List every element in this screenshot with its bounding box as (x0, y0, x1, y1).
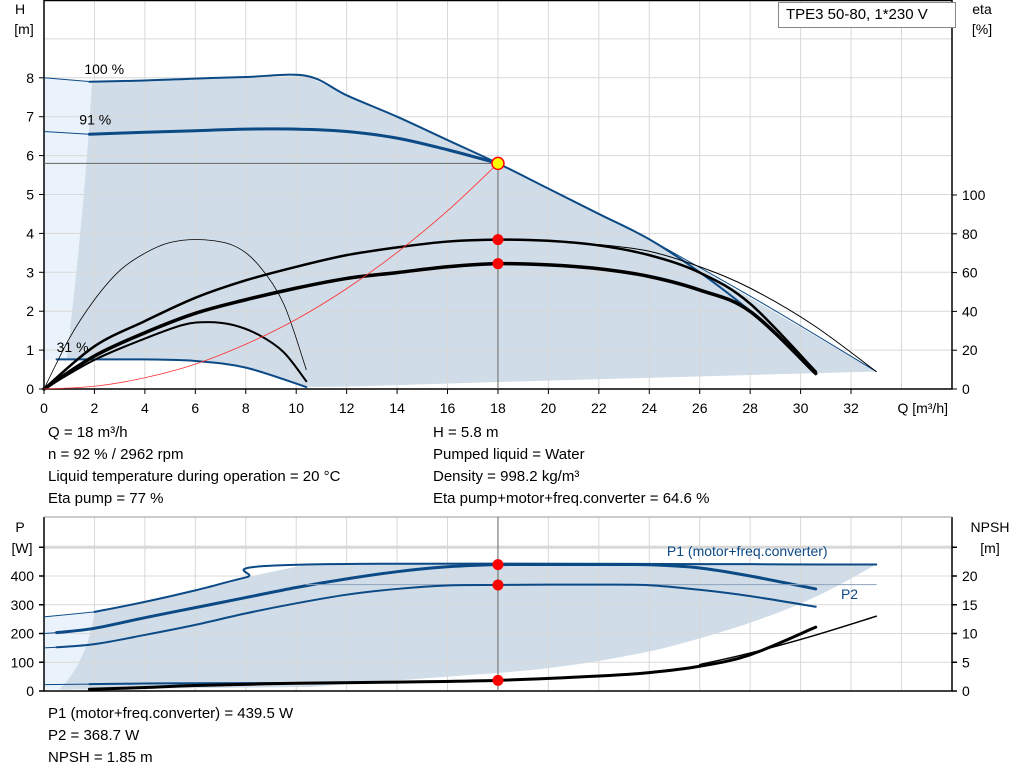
info-temperature: Liquid temperature during operation = 20… (48, 468, 341, 485)
info-p1: P1 (motor+freq.converter) = 439.5 W (48, 705, 294, 722)
eta-total-curve (42, 261, 818, 391)
x-tick-label: 30 (793, 400, 809, 416)
x-tick-label: 6 (191, 400, 199, 416)
y-tick-label: 6 (26, 148, 34, 164)
y-tick-label: 7 (26, 109, 34, 125)
y-tick-label: 2 (26, 303, 34, 319)
head-info-left: Q = 18 m³/h n = 92 % / 2962 rpm Liquid t… (48, 422, 340, 510)
info-p2: P2 = 368.7 W (48, 727, 140, 744)
p-tick-label: 100 (11, 654, 35, 670)
speed-label: 91 % (79, 111, 111, 127)
x-tick-label: 20 (541, 400, 557, 416)
y2-tick-label: 0 (962, 381, 970, 397)
system-curve-curve (43, 162, 499, 390)
x-tick-label: 4 (141, 400, 149, 416)
head-91-curve (87, 127, 500, 165)
npsh-tick-label: 10 (962, 626, 978, 642)
y-tick-label: 4 (26, 225, 34, 241)
info-density: Density = 998.2 kg/m³ (433, 468, 580, 485)
y2-tick-label: 40 (962, 303, 978, 319)
p-tick-label: 300 (11, 597, 35, 613)
npsh-tick-label: 0 (962, 683, 970, 699)
y2-axis-label: eta (972, 1, 992, 17)
y-tick-label: 3 (26, 264, 34, 280)
info-eta-pump: Eta pump = 77 % (48, 490, 164, 507)
info-eta-total: Eta pump+motor+freq.converter = 64.6 % (433, 490, 710, 507)
x-tick-label: 24 (641, 400, 657, 416)
p-axis-label: P (15, 519, 24, 535)
npsh-axis-unit: [m] (980, 540, 999, 556)
info-npsh: NPSH = 1.85 m (48, 749, 153, 766)
npsh-curve (87, 625, 818, 691)
y-axis-unit: [m] (14, 21, 33, 37)
info-liquid: Pumped liquid = Water (433, 446, 585, 463)
npsh-tick-label: 5 (962, 654, 970, 670)
y2-tick-label: 100 (962, 187, 986, 203)
y-axis-label: H (15, 1, 25, 17)
head-100-ext-curve (648, 238, 877, 372)
p1-marker (492, 559, 504, 571)
p-tick-label: 0 (26, 683, 34, 699)
info-flow: Q = 18 m³/h (48, 424, 128, 441)
pump-title: TPE3 50-80, 1*230 V (786, 6, 928, 23)
y-tick-label: 5 (26, 187, 34, 203)
y2-tick-label: 80 (962, 226, 978, 242)
x-tick-label: 26 (692, 400, 708, 416)
power-left-extensions (43, 611, 95, 686)
info-speed: n = 92 % / 2962 rpm (48, 446, 184, 463)
npsh-tick-label: 20 (962, 568, 978, 584)
operating-range-area (66, 75, 877, 388)
eta-total-marker (492, 258, 504, 270)
y2-tick-label: 20 (962, 342, 978, 358)
power-info: P1 (motor+freq.converter) = 439.5 W P2 =… (48, 703, 293, 769)
info-head: H = 5.8 m (433, 424, 499, 441)
x-tick-label: 16 (440, 400, 456, 416)
y2-axis-unit: [%] (972, 21, 992, 37)
power-series-label: P2 (841, 586, 858, 602)
power-range-area (59, 564, 877, 690)
head-100-left-extension (43, 77, 92, 83)
head-info-right: H = 5.8 m Pumped liquid = Water Density … (433, 422, 709, 510)
head-91-left-extension (43, 130, 90, 135)
p2-marker (492, 579, 504, 591)
eta-pump-31-curve (43, 239, 307, 390)
speed-label: 100 % (84, 61, 124, 77)
x-tick-label: 12 (339, 400, 355, 416)
x-tick-label: 2 (91, 400, 99, 416)
p2-91-curve (55, 583, 817, 649)
y-tick-label: 8 (26, 70, 34, 86)
eta-total-31-curve (43, 321, 308, 390)
npsh-ext-curve (698, 615, 878, 666)
eta-pump-marker (492, 234, 504, 246)
eta-pump-ext-curve (598, 243, 877, 373)
npsh-axis-label: NPSH (971, 519, 1010, 535)
speed-label: 31 % (57, 339, 89, 355)
power-series-label: P1 (motor+freq.converter) (667, 543, 828, 559)
x-tick-label: 18 (490, 400, 506, 416)
x-axis-label: Q [m³/h] (897, 400, 948, 416)
npsh-tick-label: 15 (962, 597, 978, 613)
title-box: TPE3 50-80, 1*230 V (778, 2, 956, 28)
p-tick-label: 400 (11, 568, 35, 584)
x-tick-label: 10 (288, 400, 304, 416)
duty-point-marker (491, 156, 505, 171)
x-tick-label: 32 (843, 400, 859, 416)
p1-91-curve (55, 562, 818, 635)
p-axis-unit: [W] (12, 540, 33, 556)
x-tick-label: 28 (742, 400, 758, 416)
eta-pump-curve (42, 238, 817, 391)
y2-tick-label: 60 (962, 265, 978, 281)
x-tick-label: 14 (389, 400, 405, 416)
y-tick-label: 0 (26, 381, 34, 397)
x-tick-label: 8 (242, 400, 250, 416)
x-tick-label: 0 (40, 400, 48, 416)
p-tick-label: 200 (11, 626, 35, 642)
x-tick-label: 22 (591, 400, 607, 416)
npsh-marker (492, 674, 504, 686)
y-tick-label: 1 (26, 342, 34, 358)
